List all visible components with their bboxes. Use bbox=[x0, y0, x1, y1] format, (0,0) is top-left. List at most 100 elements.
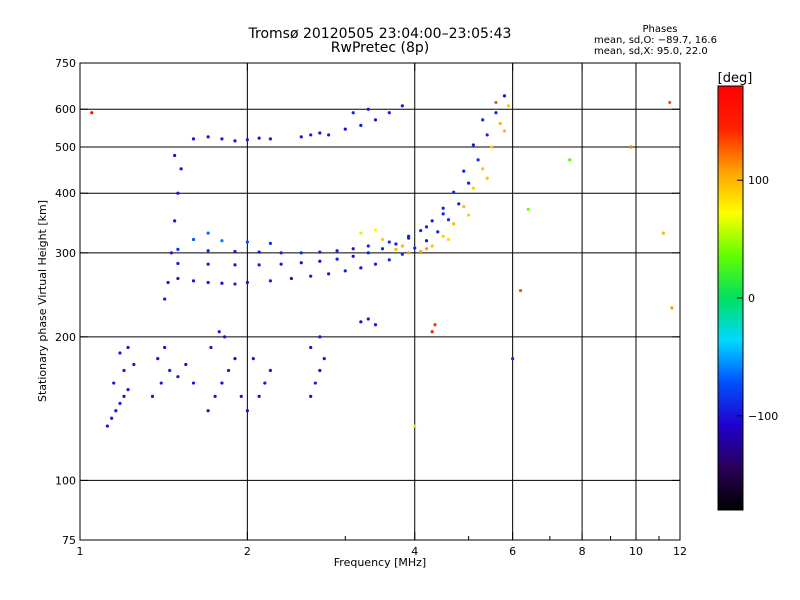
data-point bbox=[159, 381, 163, 385]
data-point bbox=[359, 320, 363, 324]
data-point bbox=[245, 409, 249, 413]
data-point bbox=[299, 251, 303, 255]
data-point bbox=[629, 145, 633, 149]
data-point bbox=[351, 254, 355, 258]
data-point bbox=[467, 181, 471, 185]
data-point bbox=[268, 368, 272, 373]
data-point bbox=[318, 368, 322, 373]
data-point bbox=[163, 345, 167, 350]
y-tick-label: 750 bbox=[55, 57, 76, 70]
y-tick-label: 600 bbox=[55, 103, 76, 116]
colorbar-label: [deg] bbox=[718, 71, 753, 86]
data-point bbox=[313, 381, 317, 385]
data-point bbox=[394, 242, 398, 246]
chart-subtitle: RwPretec (8p) bbox=[330, 40, 430, 56]
data-point bbox=[457, 202, 461, 206]
y-tick-label: 300 bbox=[55, 247, 76, 260]
data-point bbox=[318, 259, 322, 263]
data-point bbox=[446, 218, 451, 222]
data-point bbox=[206, 249, 210, 253]
data-point bbox=[343, 269, 347, 273]
data-point bbox=[191, 137, 196, 141]
data-point bbox=[430, 219, 434, 223]
data-point bbox=[424, 239, 429, 243]
data-point bbox=[222, 335, 227, 339]
data-point bbox=[257, 394, 261, 399]
y-axis-label: Stationary phase Virtual Height [km] bbox=[36, 200, 49, 402]
data-point bbox=[206, 409, 210, 413]
data-point bbox=[209, 345, 213, 350]
data-point bbox=[502, 129, 507, 133]
data-point bbox=[407, 234, 411, 238]
x-tick-label: 12 bbox=[673, 545, 687, 558]
data-point bbox=[105, 424, 109, 428]
data-point bbox=[387, 240, 391, 244]
data-point bbox=[485, 133, 489, 137]
grid-lines bbox=[80, 63, 680, 540]
data-point bbox=[359, 123, 363, 127]
data-point bbox=[206, 135, 210, 139]
x-tick-label: 6 bbox=[509, 545, 516, 558]
data-point bbox=[279, 251, 283, 255]
data-point bbox=[233, 139, 237, 143]
phases-box: Phases mean, sd,O: −89.7, 16.6 mean, sd,… bbox=[590, 24, 730, 57]
data-point bbox=[176, 276, 180, 281]
data-point bbox=[279, 262, 283, 266]
data-point bbox=[419, 249, 423, 254]
data-point bbox=[446, 237, 451, 242]
data-point bbox=[309, 345, 313, 350]
data-point bbox=[150, 394, 155, 399]
x-axis-label: Frequency [MHz] bbox=[334, 556, 426, 569]
x-tick-label: 10 bbox=[629, 545, 643, 558]
data-point bbox=[400, 252, 404, 256]
data-point bbox=[327, 272, 331, 276]
data-point bbox=[191, 237, 196, 242]
data-point bbox=[176, 247, 180, 251]
data-point bbox=[263, 381, 267, 385]
data-point bbox=[220, 137, 224, 141]
data-point bbox=[90, 111, 94, 115]
data-point bbox=[424, 247, 429, 251]
data-point bbox=[213, 394, 217, 399]
data-point bbox=[430, 244, 434, 248]
data-point bbox=[335, 249, 339, 253]
data-point bbox=[366, 251, 370, 255]
data-point bbox=[226, 368, 231, 373]
data-point bbox=[471, 186, 475, 190]
data-point bbox=[462, 204, 466, 209]
y-tick-label: 400 bbox=[55, 187, 76, 200]
data-point bbox=[380, 247, 385, 251]
data-point bbox=[220, 239, 224, 243]
data-point bbox=[245, 280, 249, 285]
data-point bbox=[257, 136, 261, 140]
data-point bbox=[173, 153, 177, 158]
data-point bbox=[471, 143, 475, 147]
plot-frame bbox=[79, 62, 681, 541]
data-point bbox=[318, 250, 322, 254]
data-point bbox=[257, 263, 261, 267]
data-point bbox=[373, 118, 378, 122]
data-point bbox=[481, 167, 485, 171]
data-point bbox=[568, 158, 572, 162]
data-point bbox=[419, 228, 423, 233]
data-point bbox=[322, 357, 326, 361]
data-point bbox=[110, 416, 114, 420]
data-point bbox=[433, 323, 437, 327]
data-point bbox=[220, 281, 224, 285]
data-point bbox=[191, 381, 196, 385]
data-point bbox=[526, 207, 530, 211]
data-point bbox=[670, 306, 674, 310]
data-point bbox=[233, 282, 237, 286]
data-point bbox=[359, 231, 363, 235]
data-point bbox=[502, 94, 507, 98]
data-point bbox=[430, 330, 434, 334]
data-point bbox=[122, 394, 126, 399]
data-point bbox=[413, 246, 417, 250]
data-point bbox=[394, 247, 398, 251]
data-point bbox=[217, 330, 221, 334]
data-point bbox=[233, 263, 237, 267]
chart-title: Tromsø 20120505 23:04:00–23:05:43 bbox=[248, 26, 512, 42]
colorbar-tick-label: −100 bbox=[748, 410, 778, 423]
